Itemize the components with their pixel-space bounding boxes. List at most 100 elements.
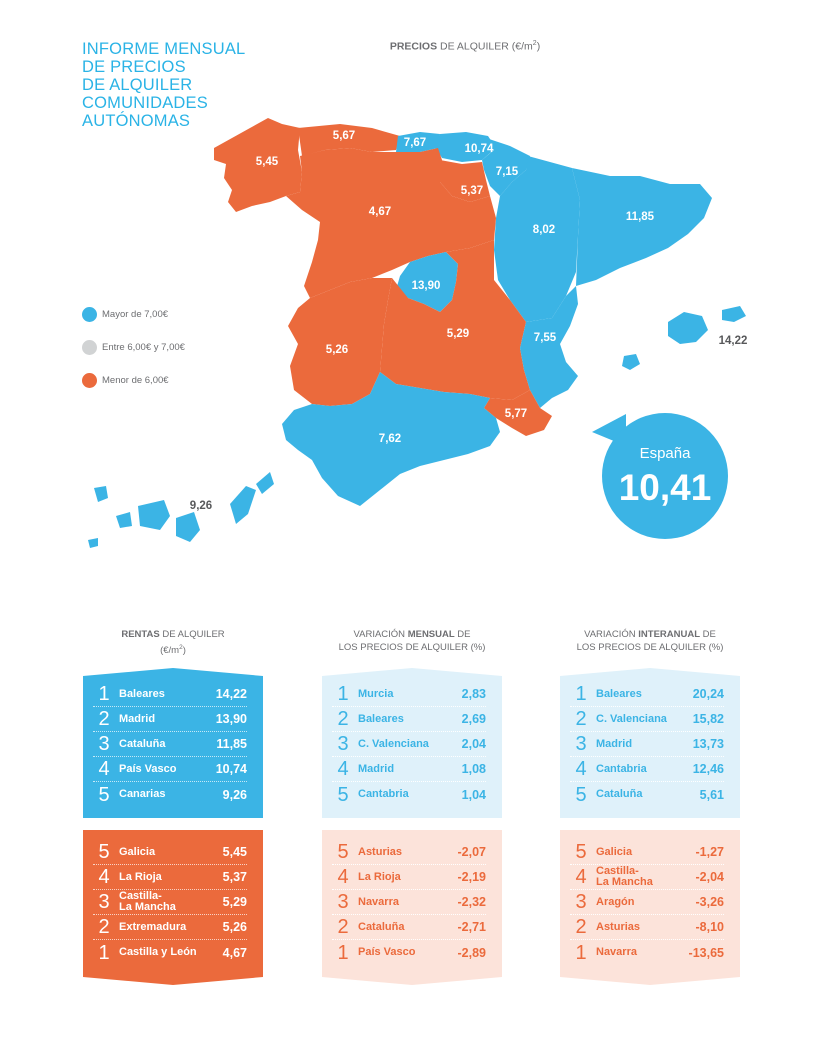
ranking-position: 5	[337, 783, 349, 806]
legend-label: Entre 6,00€ y 7,00€	[102, 342, 185, 353]
ranking-list: 5 Galicia 5,45 4 La Rioja 5,37 3 Castilla- La M…	[83, 830, 263, 975]
map-title: PRECIOS DE ALQUILER (€/m2)	[340, 40, 590, 53]
report-title-line: DE PRECIOS	[82, 58, 186, 76]
ranking-list: 5 Galicia -1,27 4 Castilla- La Mancha -2,04 3 A…	[560, 830, 740, 975]
ranking-row: 1 Navarra -13,65	[570, 940, 724, 965]
region-canarias-2	[116, 512, 132, 528]
ranking-position: 3	[98, 891, 110, 913]
ranking-value: 20,24	[692, 687, 724, 701]
ranking-row: 5 Galicia -1,27	[570, 840, 724, 865]
ranking-top-box: 1 Baleares 20,24 2 C. Valenciana 15,82 3 Madrid…	[560, 668, 740, 818]
ranking-region-name: Galicia	[596, 845, 633, 858]
ranking-region-name: Navarra	[358, 895, 399, 908]
ranking-position: 3	[575, 891, 587, 913]
label-galicia: 5,45	[256, 156, 279, 168]
label-navarra: 7,15	[496, 166, 519, 178]
region-baleares	[668, 312, 708, 344]
map-legend: Mayor de 7,00€ Entre 6,00€ y 7,00€ Menor…	[82, 298, 185, 397]
ranking-value: 12,46	[692, 762, 724, 776]
ranking-region-name: Baleares	[358, 712, 404, 725]
ranking-region-name: Extremadura	[119, 920, 187, 933]
ranking-position: 1	[337, 941, 349, 964]
ranking-row: 5 Cantabria 1,04	[332, 782, 486, 807]
ranking-region-name: Baleares	[596, 687, 642, 700]
ranking-value: 15,82	[692, 712, 724, 726]
ranking-row: 2 C. Valenciana 15,82	[570, 707, 724, 732]
region-canarias-4	[176, 512, 200, 542]
ranking-value: -2,19	[457, 870, 486, 884]
ranking-value: 5,26	[222, 920, 247, 934]
ranking-list: 1 Murcia 2,83 2 Baleares 2,69 3 C. Valenciana 2,…	[322, 668, 502, 817]
ranking-position: 5	[575, 783, 587, 806]
ranking-position: 1	[575, 941, 587, 964]
ranking-list: 1 Baleares 20,24 2 C. Valenciana 15,82 3 Madrid…	[560, 668, 740, 817]
ranking-region-name: Castilla- La Mancha	[119, 890, 176, 913]
ranking-region-name: C. Valenciana	[358, 737, 429, 750]
ranking-position: 5	[98, 783, 110, 806]
ranking-row: 4 Castilla- La Mancha -2,04	[570, 865, 724, 890]
ranking-position: 4	[337, 866, 349, 888]
ranking-position: 4	[98, 758, 110, 780]
legend-item: Entre 6,00€ y 7,00€	[82, 331, 185, 364]
region-cantabria	[396, 132, 440, 152]
label-cantabria: 7,67	[404, 137, 426, 149]
ranking-row: 5 Asturias -2,07	[332, 840, 486, 865]
ranking-position: 2	[337, 916, 349, 938]
ranking-position: 5	[337, 841, 349, 863]
region-baleares-ibiza	[622, 354, 640, 370]
ranking-value: -1,27	[695, 845, 724, 859]
ranking-row: 4 Cantabria 12,46	[570, 757, 724, 782]
label-baleares: 14,22	[719, 335, 748, 347]
panel-title-line2: LOS PRECIOS DE ALQUILER (%)	[338, 642, 486, 653]
label-aragon: 8,02	[533, 224, 555, 236]
report-title-line: INFORME MENSUAL	[82, 40, 246, 58]
ranking-row: 3 Cataluña 11,85	[93, 732, 247, 757]
report-title: INFORME MENSUAL DE PRECIOS DE ALQUILER C…	[82, 40, 282, 130]
ranking-position: 2	[98, 916, 110, 938]
ranking-region-name: Galicia	[119, 845, 156, 858]
ranking-value: -2,07	[457, 845, 486, 859]
ranking-value: 10,74	[215, 762, 247, 776]
panel-title-bold: INTERANUAL	[638, 629, 701, 640]
region-c-valenciana	[520, 286, 578, 408]
ranking-value: 9,26	[222, 787, 247, 802]
ranking-value: 2,04	[461, 737, 486, 751]
legend-dot-grey	[82, 340, 97, 355]
map-title-bold: PRECIOS	[389, 40, 438, 53]
report-title-line: AUTÓNOMAS	[82, 112, 191, 130]
ranking-value: -8,10	[695, 920, 724, 934]
ranking-position: 1	[575, 683, 587, 705]
ranking-region-name: Castilla y León	[119, 946, 197, 958]
map-title-rest: DE ALQUILER (€/m	[437, 40, 533, 53]
ranking-position: 4	[337, 758, 349, 780]
ranking-region-name: Cataluña	[119, 737, 166, 750]
ranking-list: 1 Baleares 14,22 2 Madrid 13,90 3 Cataluña 11,85…	[83, 668, 263, 817]
ranking-position: 5	[575, 841, 587, 863]
ranking-region-name: C. Valenciana	[596, 712, 667, 725]
panel-title: VARIACIÓN INTERANUAL DE LOS PRECIOS DE A…	[560, 628, 740, 668]
national-value: 10,41	[619, 467, 712, 508]
ranking-bottom-box: 5 Asturias -2,07 4 La Rioja -2,19 3 Navarra -2,3…	[322, 830, 502, 985]
ranking-top-box: 1 Baleares 14,22 2 Madrid 13,90 3 Cataluña 11,85…	[83, 668, 263, 818]
region-la-rioja	[440, 160, 490, 202]
ranking-row: 2 Cataluña -2,71	[332, 915, 486, 940]
ranking-region-name: La Rioja	[358, 870, 401, 883]
ranking-region-name: Navarra	[596, 946, 637, 958]
ranking-position: 1	[98, 683, 110, 705]
panel-title-line2: LOS PRECIOS DE ALQUILER (%)	[576, 642, 724, 653]
region-madrid	[396, 252, 458, 312]
ranking-region-name: País Vasco	[119, 762, 177, 775]
ranking-list: 5 Asturias -2,07 4 La Rioja -2,19 3 Navarra -2,3…	[322, 830, 502, 975]
region-canarias-3	[138, 500, 170, 530]
ranking-row: 2 Asturias -8,10	[570, 915, 724, 940]
legend-item: Menor de 6,00€	[82, 364, 185, 397]
region-pais-vasco	[436, 132, 496, 162]
ranking-row: 5 Cataluña 5,61	[570, 782, 724, 807]
ranking-position: 3	[575, 733, 587, 755]
ranking-position: 3	[337, 891, 349, 913]
ranking-value: 5,37	[222, 870, 247, 884]
ranking-row: 4 La Rioja 5,37	[93, 865, 247, 890]
ranking-value: -13,65	[688, 945, 724, 960]
ranking-value: -2,71	[457, 920, 486, 934]
ranking-position: 4	[575, 758, 587, 780]
